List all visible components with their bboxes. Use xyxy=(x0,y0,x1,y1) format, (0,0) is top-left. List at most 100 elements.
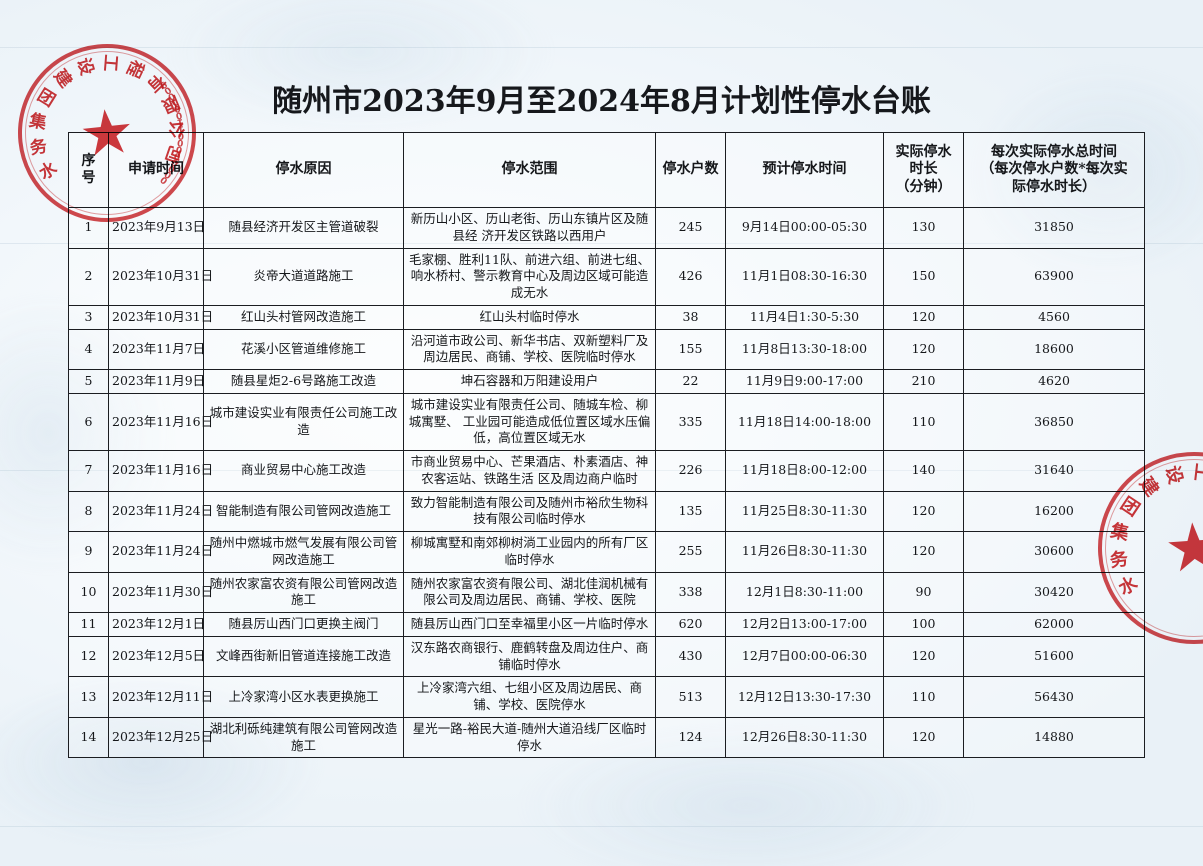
column-header-index: 序 号 xyxy=(68,132,109,208)
seal-char: 工 xyxy=(1189,462,1203,483)
row-scope: 随县厉山西门口至幸福里小区一片临时停水 xyxy=(403,612,656,637)
row-scope: 新历山小区、历山老街、历山东镇片区及随县经 济开发区铁路以西用户 xyxy=(403,207,656,249)
row-reason: 随县经济开发区主管道破裂 xyxy=(203,207,404,249)
row-duration: 110 xyxy=(883,676,964,718)
row-apply-date: 2023年11月16日 xyxy=(108,392,213,452)
row-duration: 120 xyxy=(883,490,964,532)
column-header-duration-line1: 实际停水 xyxy=(895,143,952,160)
row-apply-date: 2023年9月13日 xyxy=(108,207,205,249)
row-households: 245 xyxy=(655,207,726,249)
row-reason: 随县厉山西门口更换主阀门 xyxy=(203,612,404,637)
row-apply-date: 2023年12月11日 xyxy=(108,676,213,718)
seal-char: 工 xyxy=(99,53,121,73)
row-scope: 柳城寓墅和南郊柳树淌工业园内的所有厂区临时停水 xyxy=(403,531,656,573)
row-apply-date: 2023年11月30日 xyxy=(108,571,213,613)
row-total-time: 30600 xyxy=(963,531,1145,573)
row-duration: 120 xyxy=(883,304,964,330)
row-planned-time: 11月26日8:30-11:30 xyxy=(725,531,884,573)
column-header-index-line2: 号 xyxy=(81,170,96,186)
table-row: 8 2023年11月24日 智能制造有限公司管网改造施工 致力智能制造有限公司及随州市… xyxy=(68,490,1145,532)
row-index: 5 xyxy=(68,369,109,394)
column-header-apply-date: 申请时间 xyxy=(108,132,204,208)
table-body: 1 2023年9月13日 随县经济开发区主管道破裂 新历山小区、历山老街、历山东镇片区… xyxy=(68,207,1145,759)
column-header-duration-line3: （分钟） xyxy=(895,178,952,195)
row-apply-date: 2023年12月5日 xyxy=(108,635,205,678)
row-reason: 随县星炬2-6号路施工改造 xyxy=(203,369,404,394)
row-apply-date: 2023年11月24日 xyxy=(108,490,213,532)
row-scope: 沿河道市政公司、新华书店、双新塑料厂及周边居民、商铺、学校、医院临时停水 xyxy=(403,328,656,370)
column-header-duration: 实际停水 时长 （分钟） xyxy=(883,132,964,208)
row-reason: 文峰西街新旧管道连接施工改造 xyxy=(203,635,404,678)
row-households: 338 xyxy=(655,571,726,613)
row-total-time: 51600 xyxy=(963,635,1145,678)
row-planned-time: 12月12日13:30-17:30 xyxy=(725,676,884,718)
seal-star-icon: ★ xyxy=(1161,507,1203,588)
row-total-time: 16200 xyxy=(963,490,1145,532)
table-row: 4 2023年11月7日 花溪小区管道维修施工 沿河道市政公司、新华书店、双新塑料厂及… xyxy=(68,328,1145,370)
row-total-time: 31640 xyxy=(963,450,1145,492)
table-row: 2 2023年10月31日 炎帝大道道路施工 毛家棚、胜利11队、前进六组、前进七组、… xyxy=(68,247,1145,306)
row-index: 12 xyxy=(68,635,109,678)
seal-char: 务 xyxy=(28,136,49,160)
row-total-time: 4560 xyxy=(963,304,1145,330)
row-reason: 智能制造有限公司管网改造施工 xyxy=(203,490,404,532)
row-index: 11 xyxy=(68,612,109,637)
row-index: 13 xyxy=(68,676,109,718)
row-reason: 随州农家富农资有限公司管网改造施工 xyxy=(203,571,404,613)
row-planned-time: 12月1日8:30-11:00 xyxy=(725,571,884,613)
page-title: 随州市2023年9月至2024年8月计划性停水台账 xyxy=(272,84,931,119)
row-apply-date: 2023年10月31日 xyxy=(108,247,213,306)
column-header-households: 停水户数 xyxy=(655,132,726,208)
row-total-time: 14880 xyxy=(963,716,1145,759)
row-planned-time: 11月18日8:00-12:00 xyxy=(725,450,884,492)
row-index: 4 xyxy=(68,328,109,370)
row-reason: 红山头村管网改造施工 xyxy=(203,304,404,330)
row-total-time: 63900 xyxy=(963,247,1145,306)
row-households: 620 xyxy=(655,612,726,637)
row-scope: 城市建设实业有限责任公司、随城车检、柳城寓墅、 工业园可能造成低位置区域水压偏低… xyxy=(403,392,656,452)
row-duration: 130 xyxy=(883,207,964,249)
column-header-duration-line2: 时长 xyxy=(909,161,938,178)
row-duration: 150 xyxy=(883,247,964,306)
column-header-index-line1: 序 xyxy=(81,152,96,169)
row-total-time: 31850 xyxy=(963,207,1145,249)
table-header: 序 号 申请时间 停水原因 停水范围 停水户数 预计停水时间 实际停水 时长 （… xyxy=(68,132,1145,208)
table-row: 6 2023年11月16日 城市建设实业有限责任公司施工改造 城市建设实业有限责任公司… xyxy=(68,392,1145,452)
scan-line xyxy=(0,47,1203,48)
table-row: 11 2023年12月1日 随县厉山西门口更换主阀门 随县厉山西门口至幸福里小区一片临… xyxy=(68,612,1145,637)
row-households: 255 xyxy=(655,531,726,573)
row-reason: 上冷家湾小区水表更换施工 xyxy=(203,676,404,718)
row-households: 135 xyxy=(655,490,726,532)
row-total-time: 18600 xyxy=(963,328,1145,370)
row-planned-time: 11月25日8:30-11:30 xyxy=(725,490,884,532)
row-planned-time: 11月4日1:30-5:30 xyxy=(725,304,884,330)
row-reason: 商业贸易中心施工改造 xyxy=(203,450,404,492)
row-planned-time: 11月18日14:00-18:00 xyxy=(725,392,884,452)
water-outage-ledger-table: 序 号 申请时间 停水原因 停水范围 停水户数 预计停水时间 实际停水 时长 （… xyxy=(68,132,1145,759)
seal-char: 水 xyxy=(35,158,61,185)
table-row: 13 2023年12月11日 上冷家湾小区水表更换施工 上冷家湾六组、七组小区及周边居… xyxy=(68,676,1145,718)
row-apply-date: 2023年12月1日 xyxy=(108,612,205,637)
row-reason: 花溪小区管道维修施工 xyxy=(203,328,404,370)
row-planned-time: 12月2日13:00-17:00 xyxy=(725,612,884,637)
row-scope: 随州农家富农资有限公司、湖北佳润机械有限公司及周边居民、商铺、学校、医院 xyxy=(403,571,656,613)
row-total-time: 62000 xyxy=(963,612,1145,637)
row-scope: 毛家棚、胜利11队、前进六组、前进七组、响水桥村、警示教育中心及周边区域可能造成… xyxy=(403,247,656,306)
table-row: 12 2023年12月5日 文峰西街新旧管道连接施工改造 汉东路农商银行、鹿鹤转盘及周… xyxy=(68,635,1145,678)
row-apply-date: 2023年11月9日 xyxy=(108,369,205,394)
row-planned-time: 12月26日8:30-11:30 xyxy=(725,716,884,759)
table-row: 14 2023年12月25日 湖北利砾纯建筑有限公司管网改造施工 星光一路-裕民大道-… xyxy=(68,716,1145,759)
column-header-planned-time: 预计停水时间 xyxy=(725,132,884,208)
row-scope: 星光一路-裕民大道-随州大道沿线厂区临时停水 xyxy=(403,716,656,759)
row-apply-date: 2023年11月24日 xyxy=(108,531,213,573)
scan-line xyxy=(0,826,1203,827)
row-reason: 城市建设实业有限责任公司施工改造 xyxy=(203,392,404,452)
row-planned-time: 11月8日13:30-18:00 xyxy=(725,328,884,370)
table-row: 7 2023年11月16日 商业贸易中心施工改造 市商业贸易中心、芒果酒店、朴素酒店、… xyxy=(68,450,1145,492)
row-households: 155 xyxy=(655,328,726,370)
row-households: 22 xyxy=(655,369,726,394)
row-total-time: 56430 xyxy=(963,676,1145,718)
table-row: 1 2023年9月13日 随县经济开发区主管道破裂 新历山小区、历山老街、历山东镇片区… xyxy=(68,207,1145,249)
seal-char: 设 xyxy=(72,55,97,78)
